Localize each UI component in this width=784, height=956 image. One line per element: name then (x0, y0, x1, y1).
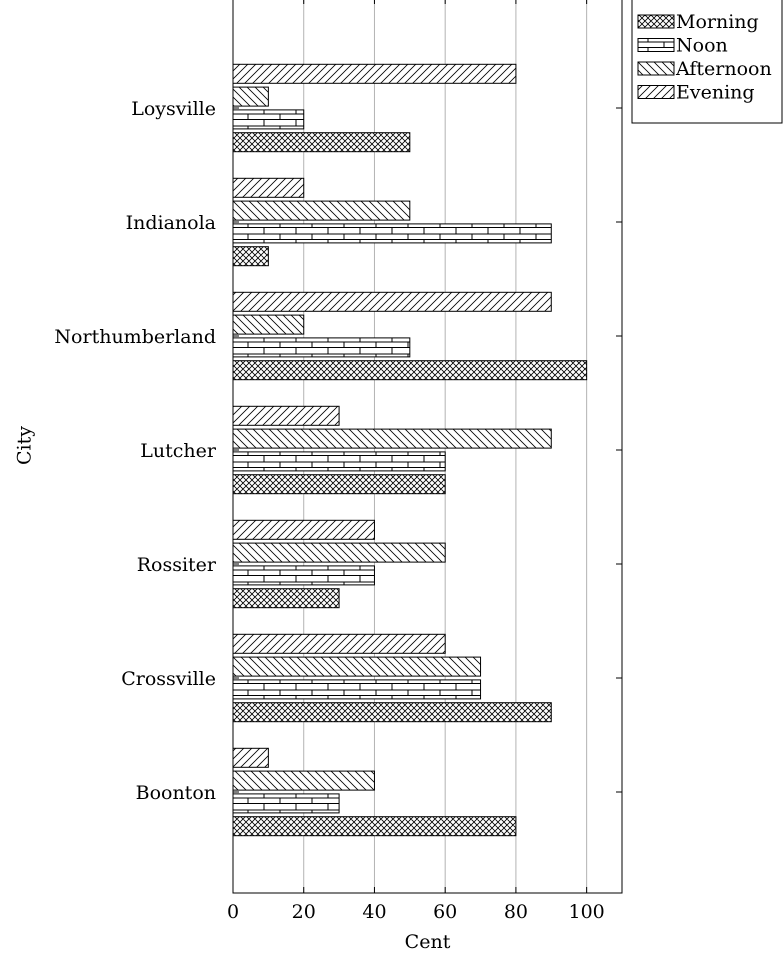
bar-noon-boonton (232, 793, 340, 814)
bar-evening-crossville (232, 633, 446, 654)
bar-afternoon-northumberland (232, 314, 305, 335)
bar-noon-rossiter (232, 565, 375, 586)
bar-morning-rossiter (232, 588, 340, 609)
bar-afternoon-crossville (232, 656, 482, 677)
bar-afternoon-indianola (232, 200, 411, 221)
legend-label-noon: Noon (676, 35, 728, 57)
x-axis-title: Cent (405, 931, 451, 953)
bars (232, 63, 588, 837)
plot-frame (232, 0, 623, 894)
bar-morning-indianola (232, 246, 269, 267)
bar-evening-boonton (232, 747, 269, 768)
y-category-label: Lutcher (140, 440, 217, 462)
x-tick-labels: 0 20 40 60 80 100 (227, 901, 605, 923)
x-tick-label: 40 (362, 901, 386, 923)
bar-morning-northumberland (232, 360, 588, 381)
x-tick-label: 60 (433, 901, 457, 923)
bar-noon-indianola (232, 223, 552, 244)
axis-ticks (232, 0, 622, 893)
y-axis-title: City (14, 426, 36, 465)
bar-morning-loysville (232, 132, 411, 153)
bar-noon-lutcher (232, 451, 446, 472)
bar-afternoon-boonton (232, 770, 375, 791)
y-category-labels: Boonton Crossville Rossiter Lutcher Northumb… (54, 98, 216, 804)
legend-label-afternoon: Afternoon (675, 58, 772, 80)
bar-morning-crossville (232, 702, 552, 723)
y-category-label: Crossville (121, 668, 216, 690)
bar-noon-crossville (232, 679, 482, 700)
y-category-label: Northumberland (54, 326, 216, 348)
x-tick-label: 80 (504, 901, 528, 923)
legend-label-evening: Evening (676, 82, 755, 104)
bar-evening-rossiter (232, 519, 375, 540)
bar-evening-lutcher (232, 405, 340, 426)
bar-evening-indianola (232, 177, 305, 198)
y-category-label: Rossiter (137, 554, 217, 576)
legend-label-morning: Morning (676, 11, 759, 33)
bar-evening-loysville (232, 63, 517, 84)
legend-swatch-evening (637, 85, 675, 99)
y-category-label: Boonton (136, 782, 216, 804)
bar-noon-loysville (232, 109, 305, 130)
x-tick-label: 20 (292, 901, 316, 923)
bar-evening-northumberland (232, 291, 552, 312)
bar-morning-lutcher (232, 474, 446, 495)
x-tick-label: 100 (569, 901, 605, 923)
bar-afternoon-loysville (232, 86, 269, 107)
legend-swatch-morning (637, 14, 675, 29)
bar-afternoon-rossiter (232, 542, 446, 563)
y-category-label: Loysville (131, 98, 216, 120)
legend-swatch-noon (637, 38, 675, 52)
bar-afternoon-lutcher (232, 428, 552, 449)
y-category-label: Indianola (126, 212, 216, 234)
bar-noon-northumberland (232, 337, 411, 358)
legend-swatch-afternoon (637, 61, 675, 76)
bar-morning-boonton (232, 816, 517, 837)
x-tick-label: 0 (227, 901, 239, 923)
